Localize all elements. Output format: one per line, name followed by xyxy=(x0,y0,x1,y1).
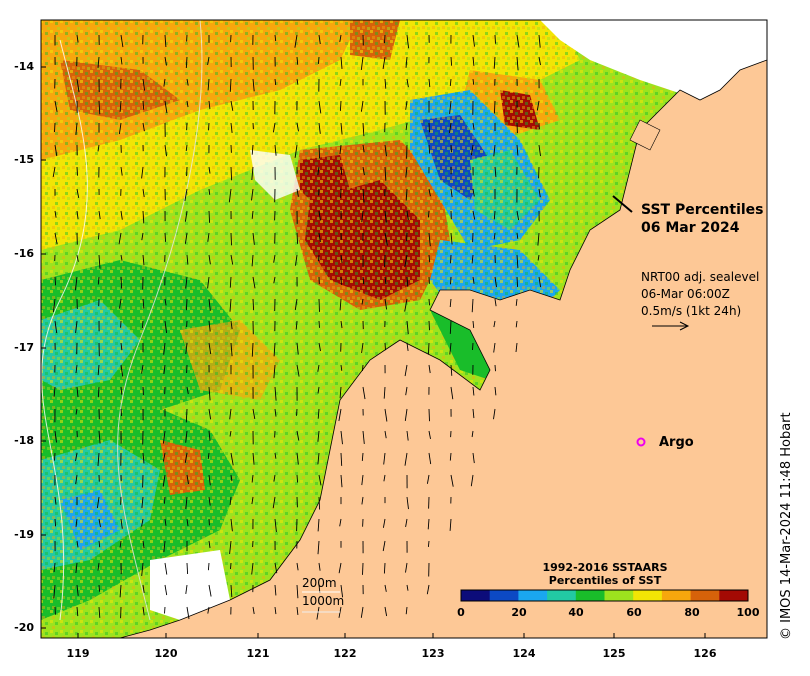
y-tick-label: -14 xyxy=(4,60,34,73)
current-arrow xyxy=(186,299,187,310)
imos-credit: © IMOS 14-Mar-2024 11:48 Hobart xyxy=(779,412,794,640)
colorbar-title: 1992-2016 SSTAARS xyxy=(490,561,720,574)
y-tick-label: -17 xyxy=(4,341,34,354)
y-tick-label: -19 xyxy=(4,528,34,541)
y-tick-label: -18 xyxy=(4,434,34,447)
x-tick-label: 121 xyxy=(238,647,278,660)
current-arrow xyxy=(363,563,364,575)
current-arrow xyxy=(384,563,385,574)
y-tick-label: -20 xyxy=(4,621,34,634)
colorbar-tick: 20 xyxy=(504,606,534,619)
currents-source: NRT00 adj. sealevel xyxy=(641,270,759,284)
current-arrow xyxy=(362,365,363,371)
colorbar-swatch xyxy=(633,590,662,601)
x-tick-label: 119 xyxy=(58,647,98,660)
current-arrow xyxy=(231,167,232,180)
colorbar-subtitle: Percentiles of SST xyxy=(490,574,720,587)
current-arrow xyxy=(55,123,56,132)
x-tick-label: 125 xyxy=(594,647,634,660)
y-tick-label: -16 xyxy=(4,247,34,260)
x-tick-label: 123 xyxy=(413,647,453,660)
colorbar-swatch xyxy=(547,590,576,601)
current-arrow xyxy=(451,277,452,284)
current-arrow xyxy=(319,321,320,328)
colorbar-swatch xyxy=(490,590,519,601)
current-arrow xyxy=(187,563,188,574)
currents-scale-label: 0.5m/s (1kt 24h) xyxy=(641,304,741,318)
current-arrow xyxy=(165,233,166,242)
map-date: 06 Mar 2024 xyxy=(641,220,739,236)
current-arrow xyxy=(495,35,496,44)
colorbar-swatch xyxy=(518,590,547,601)
current-arrow xyxy=(55,519,56,526)
current-arrow xyxy=(319,299,320,312)
current-arrow xyxy=(253,299,254,310)
colorbar-tick: 100 xyxy=(733,606,763,619)
colorbar-tick: 0 xyxy=(446,606,476,619)
current-arrow xyxy=(319,145,320,159)
colorbar xyxy=(461,590,749,601)
bathy-200m-label: 200m xyxy=(302,576,337,590)
currents-time: 06-Mar 06:00Z xyxy=(641,287,730,301)
current-arrow xyxy=(297,409,298,416)
current-arrow xyxy=(517,277,518,287)
current-arrow xyxy=(429,409,430,421)
current-arrow xyxy=(319,497,320,510)
current-arrow xyxy=(429,123,430,132)
current-arrow xyxy=(495,365,496,371)
colorbar-swatch xyxy=(719,590,748,601)
colorbar-tick: 80 xyxy=(677,606,707,619)
colorbar-swatch xyxy=(576,590,605,601)
map-title: SST Percentiles xyxy=(641,202,764,218)
current-arrow xyxy=(429,321,430,330)
current-arrow xyxy=(428,211,429,217)
current-arrow xyxy=(428,541,429,547)
current-arrow xyxy=(209,211,210,223)
current-arrow xyxy=(121,409,122,416)
colorbar-swatch xyxy=(691,590,720,601)
current-arrow xyxy=(231,563,232,569)
current-arrow xyxy=(429,299,430,305)
current-arrow xyxy=(98,233,99,240)
current-arrow xyxy=(99,585,100,592)
current-arrow xyxy=(55,453,56,461)
current-arrow xyxy=(473,343,474,350)
current-arrow xyxy=(231,233,232,245)
current-arrow xyxy=(209,123,210,130)
current-arrow xyxy=(451,145,452,152)
x-tick-label: 122 xyxy=(325,647,365,660)
current-arrow xyxy=(164,497,165,504)
current-arrow xyxy=(385,35,386,43)
y-tick-label: -15 xyxy=(4,153,34,166)
current-arrow xyxy=(494,101,495,114)
current-arrow xyxy=(297,475,298,483)
bathy-1000m-label: 1000m xyxy=(302,594,344,608)
current-arrow xyxy=(318,57,319,64)
current-arrow xyxy=(385,343,386,350)
current-arrow xyxy=(77,167,78,176)
x-tick-label: 120 xyxy=(146,647,186,660)
colorbar-tick: 60 xyxy=(619,606,649,619)
current-arrow xyxy=(428,343,429,355)
colorbar-swatch xyxy=(662,590,691,601)
current-arrow xyxy=(165,607,166,614)
current-arrow xyxy=(55,277,56,285)
current-arrow xyxy=(340,101,341,111)
x-tick-label: 126 xyxy=(685,647,725,660)
current-arrow xyxy=(121,277,122,289)
current-arrow xyxy=(297,233,298,244)
x-tick-label: 124 xyxy=(504,647,544,660)
sst-field xyxy=(41,20,767,638)
current-arrow xyxy=(451,57,452,66)
colorbar-swatch xyxy=(605,590,634,601)
current-arrow xyxy=(451,255,452,263)
current-arrow xyxy=(208,563,209,570)
current-arrow xyxy=(142,321,143,328)
argo-label: Argo xyxy=(659,435,694,450)
colorbar-swatch xyxy=(461,590,490,601)
colorbar-tick: 40 xyxy=(561,606,591,619)
